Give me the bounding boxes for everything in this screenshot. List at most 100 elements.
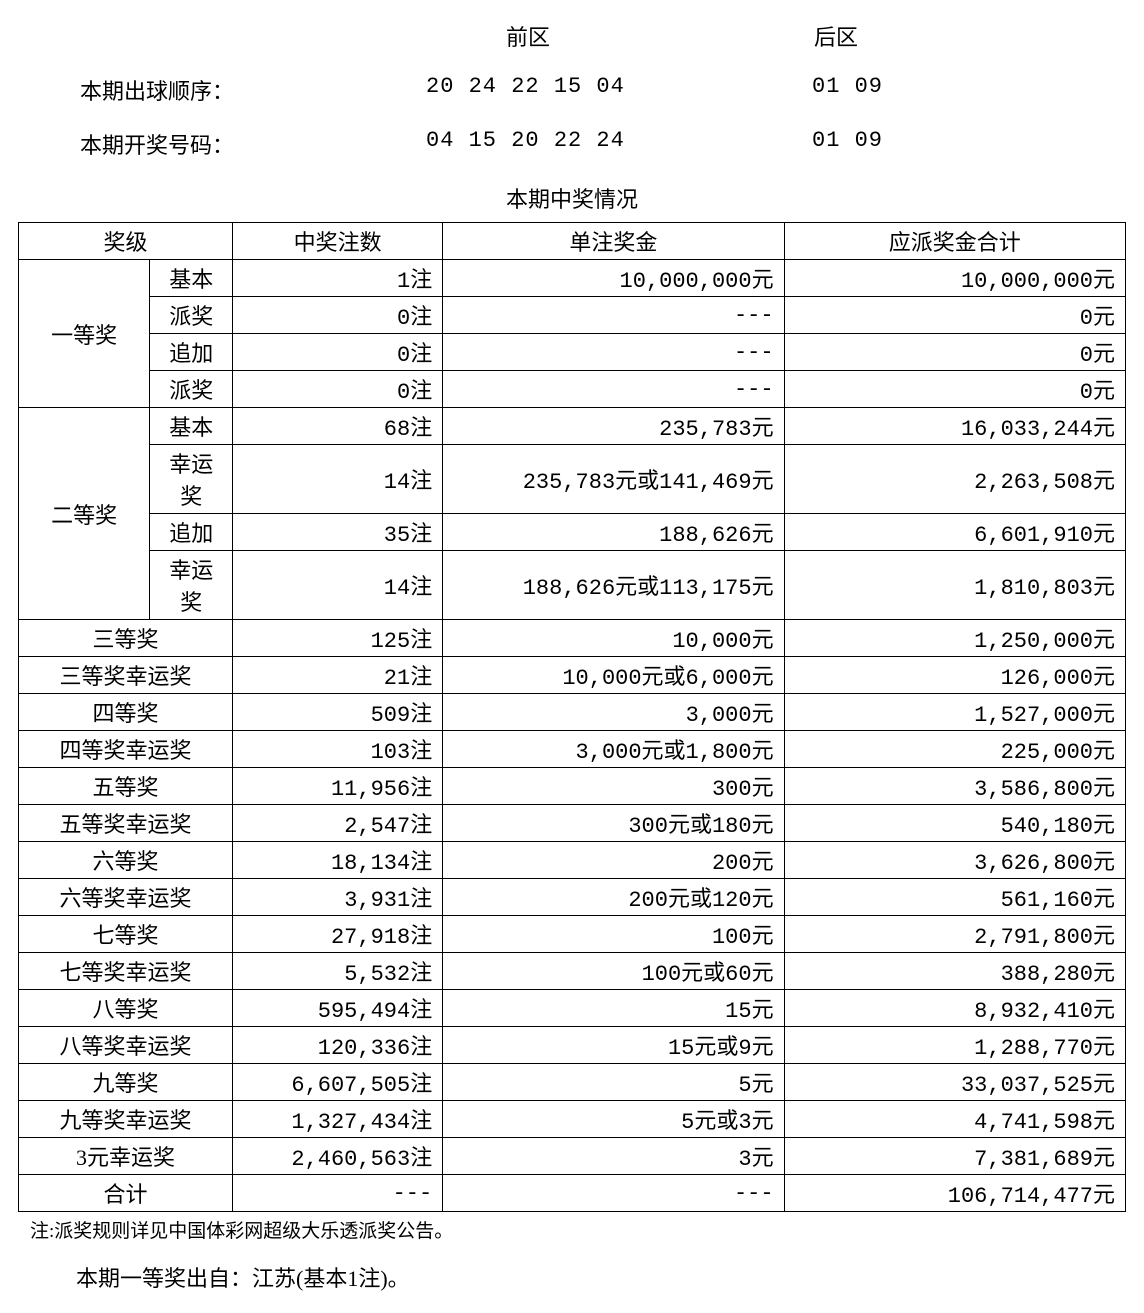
table-row: 追加0注---0元 [19, 334, 1126, 371]
prize-count: 0注 [233, 334, 443, 371]
section-title: 本期中奖情况 [18, 182, 1126, 214]
prize-level: 五等奖 [19, 768, 233, 805]
prize-count: 68注 [233, 408, 443, 445]
prize-total: 1,810,803元 [784, 551, 1125, 620]
prize-level: 二等奖 [19, 408, 150, 620]
prize-total: 561,160元 [784, 879, 1125, 916]
prize-total: 8,932,410元 [784, 990, 1125, 1027]
prize-unit: 200元 [443, 842, 784, 879]
prize-unit: 5元或3元 [443, 1101, 784, 1138]
prize-subtype: 派奖 [150, 297, 233, 334]
prize-unit: 235,783元 [443, 408, 784, 445]
winning-numbers-front: 04 15 20 22 24 [418, 128, 808, 160]
prize-count: 18,134注 [233, 842, 443, 879]
prize-level: 八等奖幸运奖 [19, 1027, 233, 1064]
prize-unit: --- [443, 371, 784, 408]
prize-unit: 100元或60元 [443, 953, 784, 990]
prize-count: 3,931注 [233, 879, 443, 916]
prize-level: 四等奖幸运奖 [19, 731, 233, 768]
table-row: 二等奖基本68注235,783元16,033,244元 [19, 408, 1126, 445]
prize-total: 33,037,525元 [784, 1064, 1125, 1101]
table-row: 九等奖6,607,505注5元33,037,525元 [19, 1064, 1126, 1101]
prize-subtype: 追加 [150, 514, 233, 551]
winning-numbers-label: 本期开奖号码： [18, 128, 418, 160]
origin-note: 本期一等奖出自：江苏(基本1注)。 [18, 1261, 1126, 1293]
prize-level: 五等奖幸运奖 [19, 805, 233, 842]
prize-unit: 5元 [443, 1064, 784, 1101]
prize-level: 八等奖 [19, 990, 233, 1027]
prize-total: 388,280元 [784, 953, 1125, 990]
prize-total: 16,033,244元 [784, 408, 1125, 445]
table-row: 四等奖509注3,000元1,527,000元 [19, 694, 1126, 731]
col-level: 奖级 [19, 223, 233, 260]
prize-unit: 300元或180元 [443, 805, 784, 842]
prize-subtype: 幸运奖 [150, 551, 233, 620]
prize-unit: 3元 [443, 1138, 784, 1175]
prize-level: 六等奖幸运奖 [19, 879, 233, 916]
table-row: 八等奖595,494注15元8,932,410元 [19, 990, 1126, 1027]
prize-unit: --- [443, 297, 784, 334]
table-row: 五等奖幸运奖2,547注300元或180元540,180元 [19, 805, 1126, 842]
prize-count: 21注 [233, 657, 443, 694]
prize-count: 2,547注 [233, 805, 443, 842]
prize-subtype: 派奖 [150, 371, 233, 408]
winning-numbers-row: 本期开奖号码： 04 15 20 22 24 01 09 [18, 128, 1126, 160]
winning-numbers-back: 01 09 [808, 128, 1088, 160]
prize-total: 4,741,598元 [784, 1101, 1125, 1138]
total-unit: --- [443, 1175, 784, 1212]
draw-order-back: 01 09 [808, 74, 1088, 106]
prize-unit: 15元或9元 [443, 1027, 784, 1064]
total-count: --- [233, 1175, 443, 1212]
zone-header-row: 前区 后区 [18, 20, 1126, 52]
table-total-row: 合计------106,714,477元 [19, 1175, 1126, 1212]
prize-total: 540,180元 [784, 805, 1125, 842]
back-zone-label: 后区 [808, 20, 1088, 52]
prize-level: 七等奖 [19, 916, 233, 953]
prize-total: 2,791,800元 [784, 916, 1125, 953]
front-zone-label: 前区 [418, 20, 808, 52]
prize-subtype: 幸运奖 [150, 445, 233, 514]
table-row: 七等奖幸运奖5,532注100元或60元388,280元 [19, 953, 1126, 990]
draw-order-label: 本期出球顺序： [18, 74, 418, 106]
draw-order-row: 本期出球顺序： 20 24 22 15 04 01 09 [18, 74, 1126, 106]
prize-total: 225,000元 [784, 731, 1125, 768]
prize-count: 595,494注 [233, 990, 443, 1027]
prize-total: 1,527,000元 [784, 694, 1125, 731]
prize-unit: --- [443, 334, 784, 371]
draw-order-front: 20 24 22 15 04 [418, 74, 808, 106]
prize-unit: 10,000元或6,000元 [443, 657, 784, 694]
table-row: 三等奖125注10,000元1,250,000元 [19, 620, 1126, 657]
prize-count: 5,532注 [233, 953, 443, 990]
prize-total: 6,601,910元 [784, 514, 1125, 551]
table-row: 3元幸运奖2,460,563注3元7,381,689元 [19, 1138, 1126, 1175]
prize-total: 0元 [784, 297, 1125, 334]
prize-total: 1,250,000元 [784, 620, 1125, 657]
prize-unit: 3,000元或1,800元 [443, 731, 784, 768]
table-row: 幸运奖14注188,626元或113,175元1,810,803元 [19, 551, 1126, 620]
prize-level: 三等奖 [19, 620, 233, 657]
prize-total: 0元 [784, 334, 1125, 371]
prize-total: 3,626,800元 [784, 842, 1125, 879]
total-label: 合计 [19, 1175, 233, 1212]
col-unit: 单注奖金 [443, 223, 784, 260]
prize-total: 1,288,770元 [784, 1027, 1125, 1064]
prize-count: 509注 [233, 694, 443, 731]
prize-level: 七等奖幸运奖 [19, 953, 233, 990]
prize-unit: 188,626元 [443, 514, 784, 551]
table-row: 五等奖11,956注300元3,586,800元 [19, 768, 1126, 805]
prize-count: 0注 [233, 371, 443, 408]
table-row: 追加35注188,626元6,601,910元 [19, 514, 1126, 551]
table-row: 派奖0注---0元 [19, 371, 1126, 408]
prize-level: 四等奖 [19, 694, 233, 731]
prize-count: 14注 [233, 445, 443, 514]
table-row: 一等奖基本1注10,000,000元10,000,000元 [19, 260, 1126, 297]
prize-subtype: 追加 [150, 334, 233, 371]
prize-unit: 3,000元 [443, 694, 784, 731]
prize-unit: 15元 [443, 990, 784, 1027]
table-row: 三等奖幸运奖21注10,000元或6,000元126,000元 [19, 657, 1126, 694]
prize-count: 1注 [233, 260, 443, 297]
table-header-row: 奖级 中奖注数 单注奖金 应派奖金合计 [19, 223, 1126, 260]
prize-level: 九等奖幸运奖 [19, 1101, 233, 1138]
prize-subtype: 基本 [150, 260, 233, 297]
lottery-numbers-header: 前区 后区 本期出球顺序： 20 24 22 15 04 01 09 本期开奖号… [18, 20, 1126, 160]
